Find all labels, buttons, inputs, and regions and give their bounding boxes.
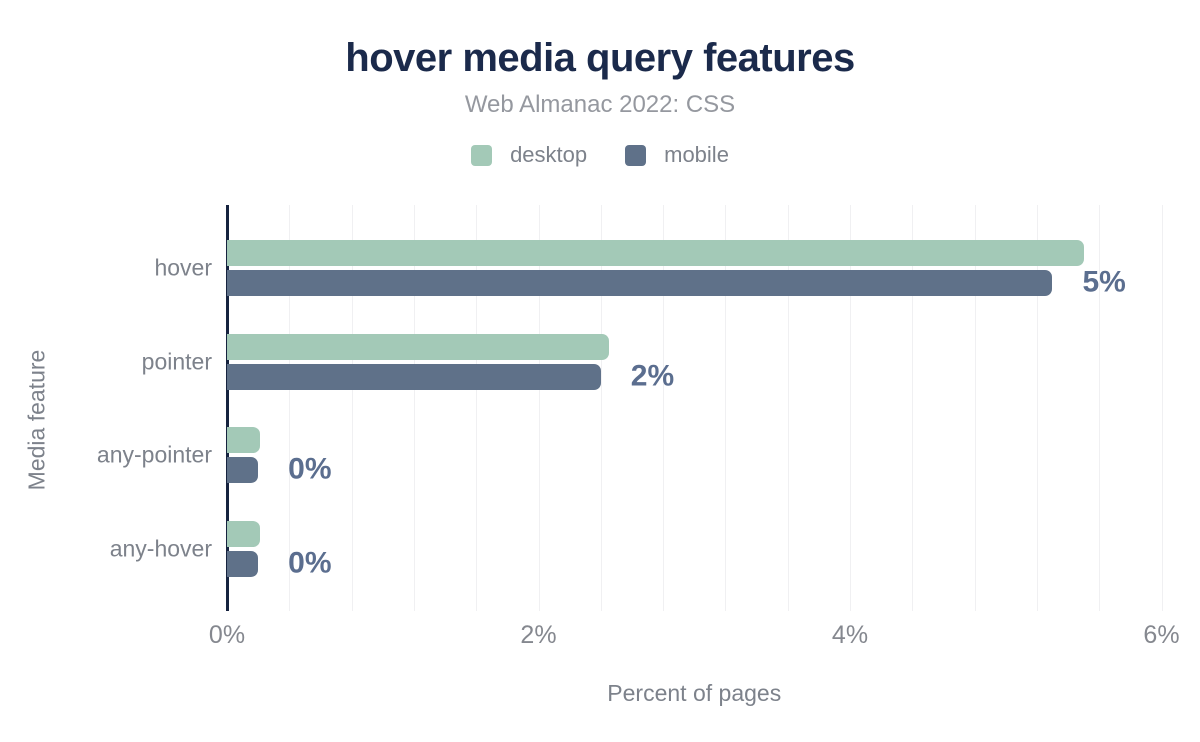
bar-mobile-any-hover: [227, 550, 259, 577]
gridline: [600, 205, 602, 611]
category-label-pointer: pointer: [141, 348, 212, 374]
gridline: [912, 205, 914, 611]
x-tick-6%: 6%: [1143, 621, 1180, 649]
category-label-any-hover: any-hover: [109, 535, 212, 561]
category-label-hover: hover: [154, 254, 212, 281]
x-tick-4%: 4%: [831, 621, 869, 649]
gridline: [351, 205, 353, 611]
gridline: [850, 205, 851, 611]
bar-mobile-hover: [227, 270, 1053, 296]
bar-mobile-pointer: [227, 363, 601, 390]
y-axis-line: [226, 205, 229, 611]
value-label-any-pointer: 0%: [288, 452, 332, 486]
legend-item-mobile: mobile: [625, 142, 729, 168]
legend-item-desktop: desktop: [471, 142, 587, 168]
x-axis-title: Percent of pages: [607, 680, 782, 706]
gridline: [663, 205, 665, 611]
gridline: [725, 205, 727, 611]
bar-desktop-hover: [227, 240, 1084, 266]
category-label-any-pointer: any-pointer: [96, 441, 212, 468]
legend-label-mobile: mobile: [664, 142, 729, 167]
gridline: [538, 205, 540, 611]
chart-subtitle: Web Almanac 2022: CSS: [464, 91, 736, 118]
bar-desktop-any-pointer: [227, 427, 260, 453]
y-axis-title: Media feature: [23, 349, 50, 491]
gridline: [476, 205, 478, 611]
gridline: [289, 205, 291, 611]
legend-swatch-desktop: [471, 144, 493, 166]
gridline: [787, 205, 789, 611]
bar-desktop-any-hover: [227, 520, 260, 547]
gridline: [1161, 205, 1163, 611]
gridline: [1099, 205, 1101, 611]
legend: desktop mobile: [0, 142, 1200, 168]
bar-desktop-pointer: [227, 333, 609, 360]
bar-mobile-any-pointer: [227, 457, 259, 483]
gridline: [1036, 205, 1038, 611]
value-label-any-hover: 0%: [288, 545, 332, 579]
legend-swatch-mobile: [625, 144, 647, 166]
value-label-pointer: 2%: [630, 358, 675, 392]
gridline: [974, 205, 976, 611]
legend-label-desktop: desktop: [510, 142, 588, 167]
x-tick-0%: 0%: [208, 621, 246, 649]
gridline: [413, 205, 415, 611]
value-label-hover: 5%: [1082, 265, 1126, 299]
x-tick-2%: 2%: [520, 621, 557, 649]
chart-title: hover media query features: [345, 36, 855, 80]
